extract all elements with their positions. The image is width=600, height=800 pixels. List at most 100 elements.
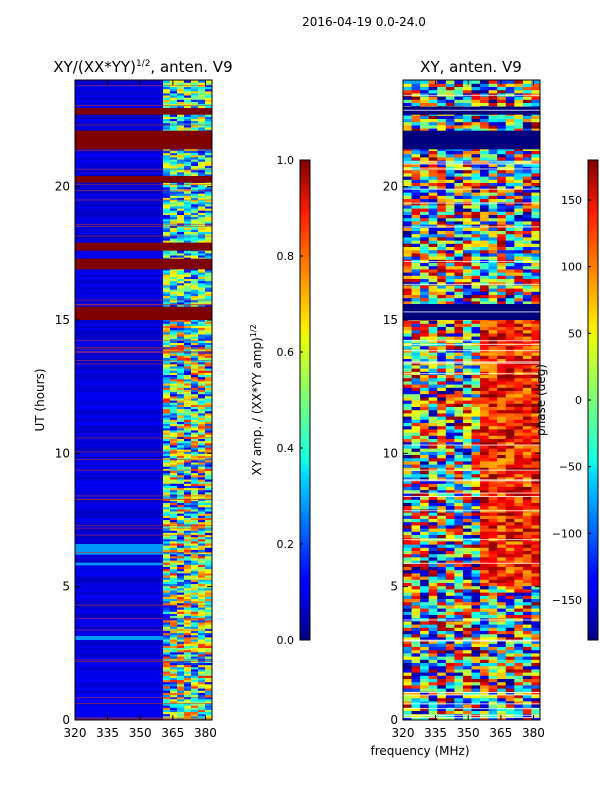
left-heatmap-cell <box>198 709 205 713</box>
left-heatmap-cell <box>184 169 191 173</box>
right-heatmap-cell <box>403 665 413 670</box>
right-heatmap-cell <box>531 550 540 555</box>
left-heatmap-cell <box>75 598 163 602</box>
left-heatmap-cell <box>184 402 191 405</box>
left-heatmap-cell <box>170 393 177 397</box>
left-heatmap-cell <box>75 323 163 326</box>
left-heatmap-cell <box>184 438 191 442</box>
right-heatmap-cell <box>522 681 532 686</box>
right-heatmap-cell <box>411 521 421 526</box>
right-heatmap-cell <box>480 243 490 247</box>
left-heatmap-cell <box>191 668 198 672</box>
left-heatmap-cell <box>177 506 184 510</box>
right-heatmap-cell <box>480 323 490 327</box>
right-heatmap-cell <box>522 374 532 379</box>
right-heatmap-cell <box>420 563 430 567</box>
right-heatmap-cell <box>522 275 532 279</box>
left-heatmap-cell <box>191 624 198 627</box>
left-heatmap-cell <box>163 493 170 497</box>
right-heatmap-cell <box>471 460 481 465</box>
left-heatmap-cell <box>191 291 198 294</box>
left-heatmap-cell <box>198 197 205 201</box>
right-heatmap-cell <box>497 608 507 612</box>
left-heatmap-cell <box>163 269 170 273</box>
right-heatmap-cell <box>531 448 540 452</box>
right-heatmap-cell <box>462 358 472 363</box>
right-heatmap-cell <box>514 464 524 468</box>
right-heatmap-cell <box>411 550 421 555</box>
right-heatmap-cell <box>454 585 464 590</box>
right-heatmap-cell <box>454 716 464 720</box>
left-heatmap-cell <box>177 485 184 489</box>
right-heatmap-cell <box>497 697 507 702</box>
right-heatmap-cell <box>514 662 524 667</box>
right-heatmap-cell <box>480 355 490 359</box>
left-heatmap-cell <box>163 116 170 119</box>
left-heatmap-cell <box>184 609 191 612</box>
right-heatmap-cell <box>522 640 532 644</box>
right-heatmap-cell <box>497 380 507 385</box>
right-heatmap-cell <box>462 428 472 433</box>
right-heatmap-cell <box>411 473 421 478</box>
left-heatmap-cell <box>205 370 212 373</box>
left-heatmap-cell <box>170 434 177 437</box>
right-heatmap-cell <box>420 588 430 593</box>
left-heatmap-cell <box>191 508 198 512</box>
right-heatmap-cell <box>428 569 438 574</box>
left-heatmap-cell <box>184 188 191 192</box>
right-heatmap-cell <box>505 368 515 372</box>
left-heatmap-cell <box>191 653 198 657</box>
right-heatmap-cell <box>497 336 507 340</box>
left-heatmap-cell <box>177 329 184 333</box>
right-heatmap-cell <box>480 278 490 283</box>
right-heatmap-cell <box>488 675 498 679</box>
left-heatmap-cell <box>198 468 205 471</box>
left-heatmap-cell <box>198 103 205 107</box>
left-heatmap-cell <box>191 459 198 463</box>
left-heatmap-cell <box>198 158 205 162</box>
right-heatmap-cell <box>420 243 430 247</box>
right-heatmap-cell <box>428 268 438 273</box>
right-heatmap-cell <box>514 489 524 494</box>
left-heatmap-cell <box>75 662 163 666</box>
left-heatmap-cell <box>163 297 170 301</box>
left-heatmap-cell <box>163 188 170 192</box>
left-heatmap-cell <box>205 208 212 211</box>
right-heatmap-cell <box>428 393 438 398</box>
left-heatmap-cell <box>163 118 170 122</box>
right-heatmap-cell <box>522 284 532 289</box>
left-heatmap-cell <box>205 353 212 356</box>
left-heatmap-cell <box>177 656 184 659</box>
right-heatmap-cell <box>480 492 490 497</box>
left-heatmap-cell <box>170 643 177 646</box>
left-heatmap-cell <box>191 688 198 691</box>
right-heatmap-cell <box>488 291 498 295</box>
left-heatmap-cell <box>163 626 170 629</box>
right-heatmap-cell <box>505 320 515 324</box>
left-heatmap-cell <box>191 158 198 162</box>
right-heatmap-cell <box>514 502 524 507</box>
left-heatmap-cell <box>191 481 198 484</box>
right-heatmap-cell <box>420 265 430 270</box>
left-heatmap-cell <box>205 293 212 297</box>
left-heatmap-cell <box>191 647 198 651</box>
left-heatmap-cell <box>184 519 191 523</box>
right-heatmap-cell <box>522 700 532 705</box>
right-heatmap-cell <box>471 668 481 673</box>
left-heatmap-cell <box>75 329 163 333</box>
right-heatmap-cell <box>488 467 498 471</box>
left-heatmap-cell <box>191 408 198 412</box>
left-heatmap-cell <box>205 203 212 207</box>
right-heatmap-cell <box>411 352 421 356</box>
left-heatmap-cell <box>205 468 212 471</box>
left-heatmap-cell <box>184 476 191 480</box>
left-heatmap-cell <box>163 464 170 467</box>
left-heatmap-cell <box>205 547 212 550</box>
left-heatmap-cell <box>191 376 198 380</box>
left-heatmap-cell <box>75 624 163 627</box>
right-heatmap-cell <box>522 396 532 401</box>
left-heatmap-cell <box>163 150 170 154</box>
left-heatmap-cell <box>184 171 191 175</box>
right-heatmap-cell <box>497 563 507 567</box>
right-heatmap-cell <box>471 284 481 289</box>
